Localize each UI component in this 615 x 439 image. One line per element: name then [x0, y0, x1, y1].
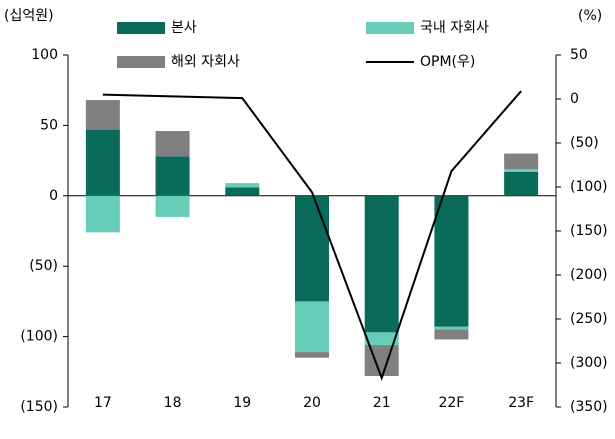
y2-unit: (%) [578, 8, 602, 24]
y2-tick-label: 50 [570, 47, 588, 63]
bar-segment [364, 195, 399, 333]
y2-tick-label: (100) [570, 179, 608, 195]
bar-segment [85, 100, 120, 130]
bar-segment [225, 183, 260, 188]
bar-segment [155, 131, 190, 157]
bar-segment [504, 171, 539, 196]
y2-tick-label: (300) [570, 355, 608, 371]
opm-line [102, 90, 522, 381]
x-tick-label: 18 [164, 395, 182, 411]
legend-swatch [117, 56, 165, 68]
y-tick-label: 0 [49, 188, 58, 204]
bar-segment [295, 301, 329, 353]
bar-segment [434, 195, 469, 327]
y-unit: (십억원) [4, 8, 54, 24]
x-tick-label: 23F [508, 395, 534, 411]
x-tick-label: 19 [233, 395, 251, 411]
bar-segment [85, 129, 120, 196]
y-tick-label: (150) [20, 399, 58, 415]
bar-segment [364, 345, 399, 377]
legend-label: 해외 자회사 [171, 54, 240, 70]
y-tick-label: 100 [31, 47, 58, 63]
bar-segment [155, 195, 190, 217]
legend-label: 본사 [171, 20, 197, 36]
bar-segment [364, 332, 399, 346]
y2-tick-label: 0 [570, 91, 579, 107]
y2-tick-label: (250) [570, 311, 608, 327]
y-tick-label: (50) [29, 258, 58, 274]
legend-swatch [366, 22, 414, 34]
legend-label: OPM(우) [420, 54, 475, 70]
bar-segment [295, 352, 329, 358]
bar-segment [85, 195, 120, 233]
bar-segment [295, 195, 329, 302]
x-tick-label: 20 [303, 395, 321, 411]
y2-tick-label: (50) [570, 135, 599, 151]
bar-segment [434, 326, 469, 330]
y2-tick-label: (150) [570, 223, 608, 239]
bar-segment [225, 187, 260, 196]
y2-tick-label: (350) [570, 399, 608, 415]
bar-segment [434, 329, 469, 340]
x-tick-label: 17 [94, 395, 112, 411]
bar-segment [504, 153, 539, 170]
x-tick-label: 22F [438, 395, 464, 411]
legend-swatch [117, 22, 165, 34]
y-tick-label: 50 [40, 117, 58, 133]
x-tick-label: 21 [373, 395, 391, 411]
bar-segment [155, 156, 190, 196]
y-tick-label: (100) [20, 329, 58, 345]
legend-label: 국내 자회사 [420, 20, 489, 36]
y2-tick-label: (200) [570, 267, 608, 283]
bar-segment [504, 169, 539, 172]
